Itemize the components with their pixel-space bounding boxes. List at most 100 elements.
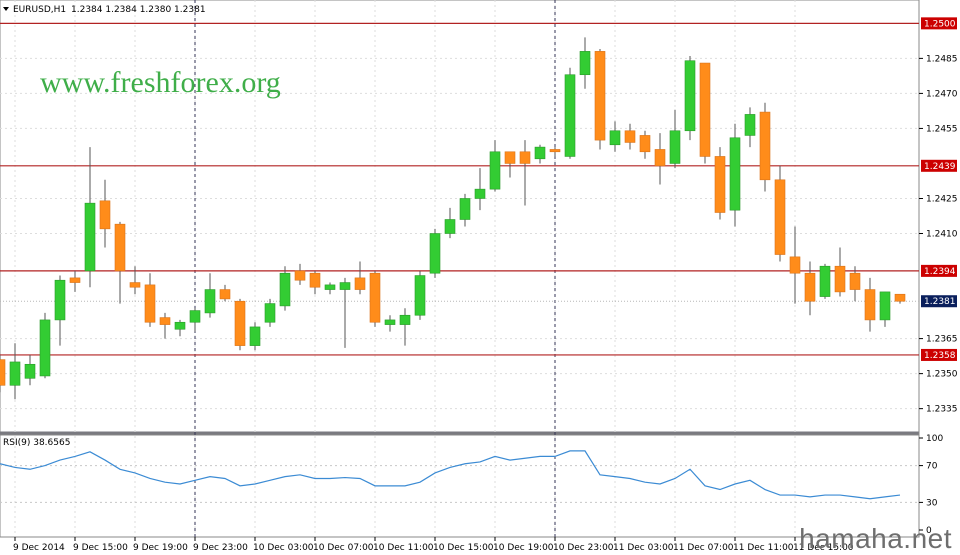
rsi-tick-label: 30: [926, 498, 938, 508]
bull-candle-body: [744, 114, 756, 136]
collapse-triangle-icon[interactable]: [3, 7, 9, 11]
price-levels: 1.2500 1.2439 1.2394 1.2358 1.2381: [0, 17, 957, 361]
bear-candle-body: [519, 151, 531, 164]
bear-candle-body: [159, 317, 171, 325]
bull-candle-body: [264, 303, 276, 323]
bear-candle-body: [219, 289, 231, 300]
price-tick-label: 1.2425: [926, 194, 958, 204]
current-price-tag-label: 1.2381: [924, 297, 956, 307]
bull-candle-body: [414, 275, 426, 316]
price-level-tag-label: 1.2394: [924, 267, 956, 277]
bear-candle-body: [624, 130, 636, 143]
axes: 1.2485 1.2470 1.2455 1.2425 1.2410 1.2365 1.23…: [13, 54, 958, 553]
bear-candle-body: [549, 149, 561, 153]
price-level-tag-label: 1.2500: [924, 19, 956, 29]
rsi-pane-frame: [0, 434, 920, 538]
time-tick-label: 9 Dec 23:00: [193, 543, 248, 553]
bull-candle-body: [819, 265, 831, 297]
price-tick-label: 1.2455: [926, 124, 958, 134]
time-tick-label: 10 Dec 19:00: [493, 543, 554, 553]
rsi-tick-label: 100: [926, 434, 943, 444]
bull-candle-body: [249, 326, 261, 346]
bear-candle-body: [114, 223, 126, 272]
bull-candle-body: [879, 291, 891, 321]
price-tick-label: 1.2410: [926, 230, 958, 240]
bear-candle-body: [594, 51, 606, 141]
price-level-tag-label: 1.2439: [924, 162, 956, 172]
bull-candle-body: [24, 363, 36, 379]
rsi-indicator: [0, 450, 919, 503]
bear-candle-body: [0, 359, 6, 386]
bull-candle-body: [84, 202, 96, 272]
price-level-tag-label: 1.2358: [924, 351, 956, 361]
bull-candle-body: [9, 361, 21, 386]
bull-candle-body: [579, 51, 591, 76]
time-tick-label: 11 Dec 07:00: [673, 543, 734, 553]
time-tick-label: 11 Dec 15:00: [793, 543, 854, 553]
symbol-label: EURUSD,H1: [13, 5, 66, 15]
bull-candle-body: [204, 289, 216, 314]
price-tick-label: 1.2350: [926, 370, 958, 380]
time-tick-label: 10 Dec 03:00: [253, 543, 314, 553]
price-tick-label: 1.2485: [926, 54, 958, 64]
bear-candle-body: [129, 282, 141, 288]
time-tick-label: 11 Dec 03:00: [613, 543, 674, 553]
bull-candle-body: [564, 74, 576, 157]
bull-candle-body: [474, 188, 486, 199]
time-tick-label: 10 Dec 07:00: [313, 543, 374, 553]
bull-candle-body: [339, 282, 351, 290]
bull-candle-body: [669, 130, 681, 164]
bear-candle-body: [99, 200, 111, 230]
time-tick-label: 9 Dec 2014: [13, 543, 65, 553]
bull-candle-body: [54, 279, 66, 321]
bear-candle-body: [309, 272, 321, 288]
bull-candle-body: [729, 137, 741, 211]
bear-candle-body: [759, 111, 771, 181]
bear-candle-body: [69, 277, 81, 283]
price-level-tag: [921, 17, 957, 30]
rsi-tick-label: 0: [926, 526, 932, 536]
bull-candle-body: [174, 321, 186, 330]
bull-candle-body: [444, 219, 456, 234]
rsi-line: [0, 450, 901, 500]
bull-candle-body: [279, 272, 291, 307]
bull-candle-body: [534, 146, 546, 160]
bear-candle-body: [234, 300, 246, 346]
bear-candle-body: [699, 62, 711, 157]
brand-watermark: www.freshforex.org: [40, 66, 281, 99]
price-tick-label: 1.2470: [926, 89, 958, 99]
bull-candle-body: [399, 314, 411, 325]
bull-candle-body: [324, 284, 336, 290]
bear-candle-body: [369, 272, 381, 323]
bull-candle-body: [384, 319, 396, 325]
bear-candle-body: [354, 277, 366, 290]
rsi-tick-label: 70: [926, 462, 938, 472]
bull-candle-body: [609, 130, 621, 146]
bear-candle-body: [849, 272, 861, 290]
bear-candle-body: [639, 135, 651, 153]
bull-candle-body: [189, 310, 201, 323]
bull-candle-body: [684, 60, 696, 132]
bear-candle-body: [864, 289, 876, 321]
price-level-tag: [921, 348, 957, 361]
time-tick-label: 10 Dec 23:00: [553, 543, 614, 553]
time-tick-label: 9 Dec 19:00: [133, 543, 188, 553]
bull-candle-body: [459, 198, 471, 220]
bear-candle-body: [834, 265, 846, 293]
bull-candle-body: [429, 233, 441, 274]
candles: [0, 37, 906, 400]
ohlc-readout: 1.2384 1.2384 1.2380 1.2381: [71, 5, 206, 15]
price-level-tag: [921, 159, 957, 172]
bear-candle-body: [504, 151, 516, 164]
bear-candle-body: [144, 284, 156, 323]
bear-candle-body: [804, 272, 816, 302]
site-watermark: hamaha.net: [799, 523, 952, 554]
bear-candle-body: [654, 149, 666, 167]
price-tick-label: 1.2365: [926, 335, 958, 345]
bear-candle-body: [774, 179, 786, 255]
bear-candle-body: [714, 156, 726, 213]
time-tick-label: 10 Dec 15:00: [433, 543, 494, 553]
symbol-header: EURUSD,H1 1.2384 1.2384 1.2380 1.2381: [3, 5, 206, 15]
bull-candle-body: [39, 319, 51, 377]
